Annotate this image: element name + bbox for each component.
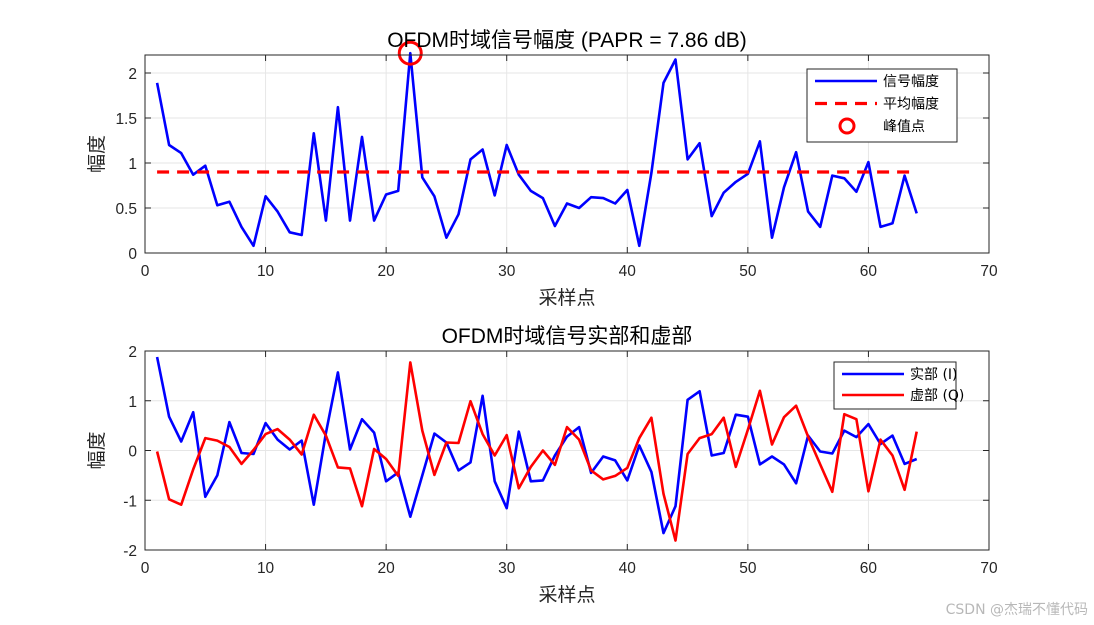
legend-label: 虚部 (Q)	[910, 388, 964, 404]
x-tick-label: 20	[378, 263, 396, 280]
y-tick-label: 1	[128, 156, 137, 173]
x-tick-label: 50	[739, 560, 757, 577]
legend-swatch-marker	[838, 117, 856, 135]
x-tick-label: 70	[980, 263, 998, 280]
x-tick-label: 70	[980, 560, 998, 577]
x-tick-label: 30	[498, 560, 516, 577]
y-tick-label: 0	[128, 444, 137, 461]
y-axis-label: 幅度	[86, 431, 108, 469]
series-line-0	[155, 51, 918, 248]
x-tick-label: 40	[619, 560, 637, 577]
x-tick-label: 20	[378, 560, 396, 577]
x-tick-label: 10	[257, 560, 275, 577]
x-tick-label: 50	[739, 263, 757, 280]
legend-label: 信号幅度	[883, 74, 939, 90]
y-tick-label: 1.5	[115, 111, 137, 128]
amplitude-chart: 0 10 20 30 40 50 60 70 0 0.5 1 1.5 2 OFDM时域信号幅度 (PAPR…	[86, 29, 998, 309]
series-line-0	[155, 356, 918, 535]
peak-marker	[397, 40, 423, 66]
series-line-1	[155, 361, 918, 542]
y-tick-label: 1	[128, 394, 137, 411]
x-tick-label: 10	[257, 263, 275, 280]
y-tick-label: 2	[128, 66, 137, 83]
x-axis-label: 采样点	[538, 584, 595, 606]
y-tick-label: 0	[128, 246, 137, 263]
x-axis-label: 采样点	[538, 287, 595, 309]
legend-label: 平均幅度	[883, 97, 939, 113]
x-tick-label: 40	[619, 263, 637, 280]
y-tick-label: -1	[123, 493, 137, 510]
legend-label: 实部 (I)	[910, 367, 958, 383]
x-tick-label: 0	[141, 560, 150, 577]
legend-label: 峰值点	[883, 119, 925, 135]
x-tick-label: 60	[860, 560, 878, 577]
axes-box	[144, 54, 990, 254]
x-tick-label: 0	[141, 263, 150, 280]
watermark: CSDN @杰瑞不懂代码	[946, 602, 1088, 618]
y-tick-label: -2	[123, 543, 137, 560]
legend-box	[833, 361, 957, 410]
x-tick-label: 30	[498, 263, 516, 280]
chart-title: OFDM时域信号实部和虚部	[442, 325, 693, 348]
y-tick-label: 0.5	[115, 201, 137, 218]
chart-title: OFDM时域信号幅度 (PAPR = 7.86 dB)	[387, 29, 747, 52]
y-tick-label: 2	[128, 344, 137, 361]
y-axis-label: 幅度	[86, 135, 108, 173]
x-tick-label: 60	[860, 263, 878, 280]
